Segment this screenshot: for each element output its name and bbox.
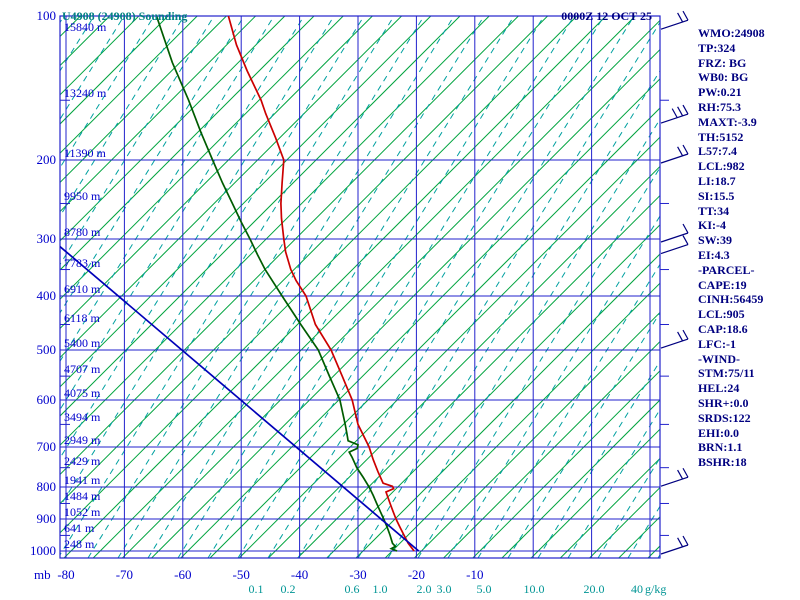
mixing-ratio-unit-label: g/kg (645, 582, 667, 596)
height-label: 6910 m (64, 282, 101, 296)
wind-barb (660, 104, 689, 124)
height-label: 5400 m (64, 336, 101, 350)
pressure-tick-label: 100 (36, 8, 57, 23)
stats-line: CINH:56459 (698, 292, 764, 307)
wind-barb (660, 235, 689, 255)
stats-line: RH:75.3 (698, 99, 741, 114)
height-label: 4707 m (64, 362, 101, 377)
pressure-tick-label: 1000 (30, 543, 56, 558)
pressure-tick-label: 200 (36, 152, 57, 167)
wind-barb (660, 535, 689, 555)
height-label: 1484 m (64, 489, 101, 504)
stats-line: WMO:24908 (698, 26, 765, 40)
stats-line: FRZ: BG (698, 55, 747, 70)
stats-line: LI:18.7 (698, 173, 736, 188)
mixing-ratio-tick-label: 1.0 (372, 582, 388, 596)
stats-line: TH:5152 (698, 129, 744, 144)
stats-line: KI:-4 (698, 218, 726, 233)
pressure-unit-label: mb (34, 567, 51, 582)
mixing-ratio-tick-label: 0.1 (248, 582, 264, 596)
stats-line: LCL:905 (698, 307, 745, 322)
temp-tick-label: -10 (466, 567, 484, 582)
wind-barb (660, 223, 689, 243)
stats-line: EHI:0.0 (698, 425, 740, 440)
wind-barb (660, 329, 689, 349)
pressure-tick-label: 400 (36, 288, 57, 303)
stats-line: WB0: BG (698, 70, 749, 85)
stats-line: HEL:24 (698, 381, 740, 396)
stats-line: PW:0.21 (698, 85, 742, 100)
stats-line: L57:7.4 (698, 144, 737, 159)
mixing-ratio-tick-label: 20.0 (583, 582, 605, 596)
pressure-tick-label: 500 (36, 342, 57, 357)
stats-line: -PARCEL- (698, 262, 755, 277)
stats-line: CAPE:19 (698, 277, 747, 292)
stats-line: LFC:-1 (698, 336, 736, 351)
height-label: 248 m (64, 537, 95, 551)
height-label: 11390 m (64, 146, 106, 160)
stats-line: SW:39 (698, 233, 733, 248)
mixing-ratio-tick-label: 10.0 (523, 582, 545, 596)
stats-line: TP:324 (698, 40, 736, 55)
stats-line: CAP:18.6 (698, 321, 748, 336)
height-label: 3494 m (64, 410, 101, 425)
height-label: 2949 m (64, 433, 101, 447)
temp-tick-label: -50 (232, 567, 250, 582)
height-label: 13240 m (64, 86, 107, 101)
mixing-ratio-tick-label: 0.2 (280, 582, 296, 596)
stats-line: SHR+:0.0 (698, 395, 749, 410)
temp-tick-label: -20 (407, 567, 426, 582)
height-label: 8780 m (64, 225, 101, 239)
height-label: 1941 m (64, 473, 101, 487)
height-label: 6118 m (64, 310, 100, 325)
pressure-tick-label: 700 (36, 439, 57, 454)
temp-tick-label: -60 (174, 567, 192, 582)
stats-line: STM:75/11 (698, 366, 755, 381)
height-label: 2429 m (64, 453, 101, 468)
stats-line: SI:15.5 (698, 188, 735, 203)
wind-barb (660, 10, 689, 30)
pressure-tick-label: 900 (36, 511, 57, 526)
height-label: 641 m (64, 521, 95, 536)
temp-tick-label: -40 (290, 567, 309, 582)
chart-datetime: 0000Z 12 OCT 25 (561, 9, 652, 23)
height-label: 9950 m (64, 189, 101, 204)
mixing-ratio-tick-label: 0.6 (344, 582, 360, 596)
stats-line: EI:4.3 (698, 247, 730, 262)
temp-tick-label: -30 (349, 567, 367, 582)
stats-line: BRN:1.1 (698, 440, 743, 455)
wind-barb (660, 144, 689, 164)
pressure-tick-label: 800 (36, 479, 57, 494)
chart-title: U4908 (24908) Sounding (62, 9, 188, 23)
stats-panel: WMO:24908 TP:324 FRZ: BG WB0: BG PW:0.21 RH:7… (698, 26, 765, 470)
pressure-tick-label: 600 (36, 392, 57, 407)
height-label: 1052 m (64, 505, 101, 519)
height-label: 4075 m (64, 386, 101, 400)
stats-line: -WIND- (698, 351, 740, 366)
stats-line: LCL:982 (698, 159, 745, 174)
stats-line: SRDS:122 (698, 410, 751, 425)
height-label: 15840 m (64, 20, 107, 34)
wind-barb (660, 467, 689, 487)
stats-line: BSHR:18 (698, 455, 747, 470)
mixing-ratio-tick-label: 2.0 (416, 582, 432, 596)
temp-tick-label: -70 (115, 567, 134, 582)
stats-line: TT:34 (698, 203, 730, 218)
pressure-tick-label: 300 (36, 231, 57, 246)
stats-line: MAXT:-3.9 (698, 114, 757, 129)
mixing-ratio-tick-label: 3.0 (436, 582, 452, 596)
height-label: 7783 m (64, 255, 101, 270)
mixing-ratio-tick-label: 40 (631, 582, 643, 596)
mixing-ratio-tick-label: 5.0 (476, 582, 492, 596)
temp-tick-label: -80 (57, 567, 75, 582)
